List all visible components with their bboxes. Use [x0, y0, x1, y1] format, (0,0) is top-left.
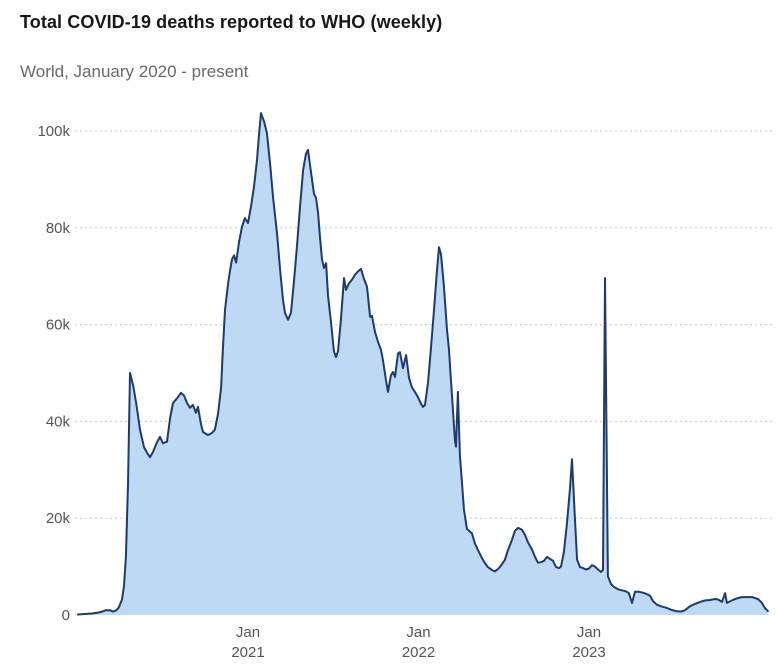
- y-tick-label: 100k: [37, 123, 70, 140]
- y-tick-label: 40k: [46, 413, 71, 430]
- x-tick-label: Jan: [577, 624, 601, 641]
- x-tick-label: 2023: [572, 644, 605, 661]
- x-tick-label: Jan: [236, 624, 260, 641]
- y-tick-label: 0: [62, 607, 70, 624]
- y-axis-labels: 0 20k 40k 60k 80k 100k: [37, 123, 70, 624]
- x-tick-label: Jan: [406, 624, 430, 641]
- line-series: [77, 112, 769, 616]
- x-axis-labels: Jan 2021 Jan 2022 Jan 2023: [231, 624, 605, 661]
- x-tick-label: 2021: [231, 644, 264, 661]
- chart-title: Total COVID-19 deaths reported to WHO (w…: [20, 12, 443, 32]
- y-tick-label: 60k: [46, 317, 71, 334]
- x-tick-label: 2022: [402, 644, 435, 661]
- area-fill: [78, 113, 768, 615]
- y-tick-label: 20k: [46, 510, 71, 527]
- chart-subtitle: World, January 2020 - present: [20, 62, 249, 81]
- y-tick-label: 80k: [46, 220, 71, 237]
